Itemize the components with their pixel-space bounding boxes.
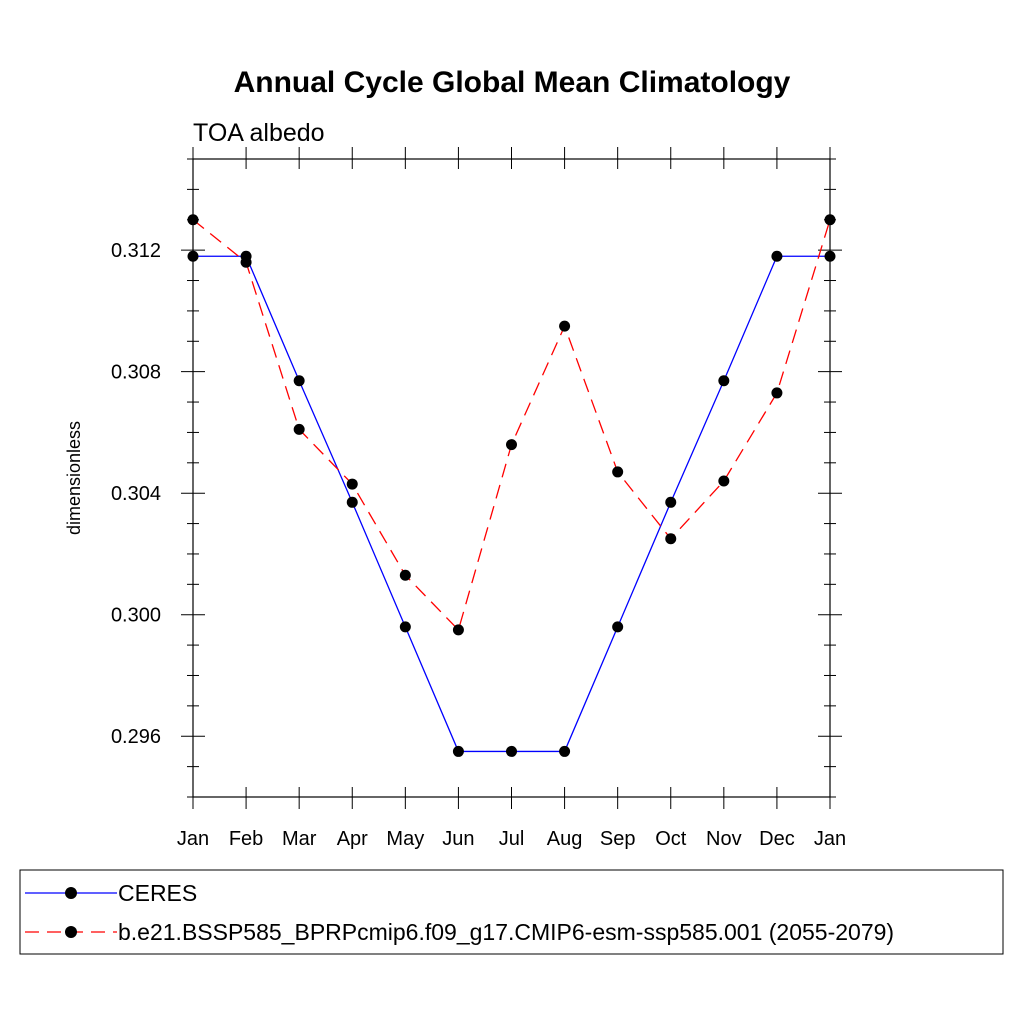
x-tick-label: May <box>386 828 424 850</box>
x-tick-label: Sep <box>600 828 636 850</box>
x-tick-label: Aug <box>547 828 583 850</box>
y-tick-labels: 0.296 0.300 0.304 0.308 0.312 <box>111 240 161 748</box>
chart-subtitle: TOA albedo <box>193 119 325 147</box>
legend: CERES b.e21.BSSP585_BPRPcmip6.f09_g17.CM… <box>19 869 1004 955</box>
series-lines <box>192 219 831 753</box>
legend-box <box>19 869 1004 955</box>
x-tick-label: Oct <box>655 828 687 850</box>
y-tick-label: 0.312 <box>111 240 161 262</box>
legend-label-ceres: CERES <box>118 880 197 906</box>
x-tick-label: Mar <box>282 828 317 850</box>
data-point-model <box>824 214 836 226</box>
x-tick-label: Jun <box>442 828 474 850</box>
legend-label-model: b.e21.BSSP585_BPRPcmip6.f09_g17.CMIP6-es… <box>118 919 894 945</box>
data-point-model <box>559 320 571 332</box>
data-point-model <box>452 624 464 636</box>
data-point-ceres <box>399 621 411 633</box>
data-point-model <box>346 478 358 490</box>
y-axis-label: dimensionless <box>64 421 84 535</box>
data-point-ceres <box>506 745 517 757</box>
data-point-ceres <box>293 375 305 387</box>
chart-title: Annual Cycle Global Mean Climatology <box>234 66 791 99</box>
data-point-model <box>399 569 411 581</box>
x-tick-label: Feb <box>229 828 263 850</box>
y-tick-label: 0.296 <box>111 726 161 748</box>
data-point-model <box>187 214 199 226</box>
data-point-model <box>718 475 730 487</box>
data-point-ceres <box>612 621 624 633</box>
data-point-ceres <box>559 745 571 757</box>
plot-border <box>192 158 831 798</box>
y-tick-label: 0.304 <box>111 483 161 505</box>
data-point-ceres <box>718 375 730 387</box>
x-tick-labels: Jan Feb Mar Apr May Jun Jul Aug Sep Oct Nov Dec Jan <box>177 828 846 850</box>
data-point-ceres <box>665 496 677 508</box>
series-line-ceres <box>193 255 830 753</box>
legend-marker-model <box>65 926 77 938</box>
series-line-model <box>192 219 831 632</box>
data-point-ceres <box>771 250 783 262</box>
data-point-model <box>612 466 624 478</box>
x-tick-label: Jul <box>499 828 525 850</box>
data-point-model <box>506 439 517 451</box>
legend-marker-ceres <box>65 887 77 899</box>
y-tick-label: 0.300 <box>111 605 161 627</box>
data-point-model <box>240 256 252 268</box>
x-tick-label: Jan <box>814 828 846 850</box>
x-tick-label: Jan <box>177 828 209 850</box>
data-point-ceres <box>187 250 199 262</box>
data-point-ceres <box>346 496 358 508</box>
data-point-ceres <box>824 250 836 262</box>
x-tick-label: Dec <box>759 828 795 850</box>
data-point-model <box>293 423 305 435</box>
y-tick-label: 0.308 <box>111 362 161 384</box>
x-tick-label: Nov <box>706 828 742 850</box>
series-points <box>187 214 836 757</box>
data-point-model <box>771 387 783 399</box>
axis-ticks <box>181 147 842 809</box>
data-point-model <box>665 533 677 545</box>
data-point-ceres <box>452 745 464 757</box>
plot-frame <box>192 158 831 798</box>
x-tick-label: Apr <box>337 828 368 850</box>
